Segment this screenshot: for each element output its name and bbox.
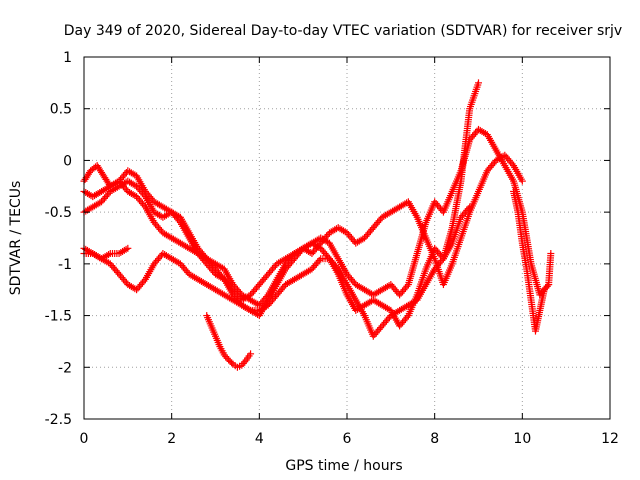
data-point-track-c bbox=[219, 274, 227, 282]
data-point-track-d bbox=[324, 253, 332, 261]
data-point-track-d bbox=[475, 79, 482, 87]
x-tick-label: 0 bbox=[80, 431, 89, 447]
data-point-track-f bbox=[247, 350, 255, 358]
chart-title: Day 349 of 2020, Sidereal Day-to-day VTE… bbox=[64, 23, 622, 39]
x-tick-label: 12 bbox=[601, 431, 619, 447]
data-point-track-d bbox=[140, 277, 148, 285]
y-axis-label: SDTVAR / TECUs bbox=[8, 181, 24, 296]
data-point-track-c bbox=[466, 203, 474, 211]
data-point-track-b bbox=[140, 191, 148, 199]
data-point-track-f bbox=[241, 358, 249, 366]
x-tick-label: 8 bbox=[430, 431, 439, 447]
data-point-track-e bbox=[124, 244, 132, 252]
data-point-track-c bbox=[140, 201, 148, 209]
data-point-track-a bbox=[403, 282, 411, 290]
data-point-track-c bbox=[464, 205, 472, 213]
x-tick-label: 4 bbox=[255, 431, 264, 447]
x-tick-label: 2 bbox=[167, 431, 176, 447]
axis-ticks: 0 2 4 6 8 10 12 1 0.5 0 -0.5 -1 -1.5 -2 -2.5 bbox=[45, 50, 619, 447]
data-point-track-d bbox=[403, 313, 411, 321]
y-tick-label: 1 bbox=[63, 50, 72, 66]
y-tick-label: -1.5 bbox=[45, 309, 72, 325]
y-tick-label: -2.5 bbox=[45, 412, 72, 428]
x-axis-label: GPS time / hours bbox=[285, 458, 402, 474]
x-tick-label: 6 bbox=[343, 431, 352, 447]
data-point-track-g bbox=[543, 282, 551, 290]
data-point-track-b bbox=[518, 177, 526, 185]
y-tick-label: -0.5 bbox=[45, 205, 72, 221]
grid bbox=[84, 57, 610, 419]
data-point-track-b bbox=[175, 217, 183, 225]
data-markers bbox=[80, 79, 555, 371]
x-tick-label: 10 bbox=[513, 431, 531, 447]
y-tick-label: -1 bbox=[58, 257, 72, 273]
y-tick-label: 0.5 bbox=[50, 102, 72, 118]
y-tick-label: -2 bbox=[58, 360, 72, 376]
data-point-track-f bbox=[228, 359, 236, 367]
data-point-track-c bbox=[315, 256, 323, 264]
data-point-track-g bbox=[547, 250, 555, 258]
y-tick-label: 0 bbox=[63, 153, 72, 169]
data-point-track-b bbox=[508, 160, 516, 168]
